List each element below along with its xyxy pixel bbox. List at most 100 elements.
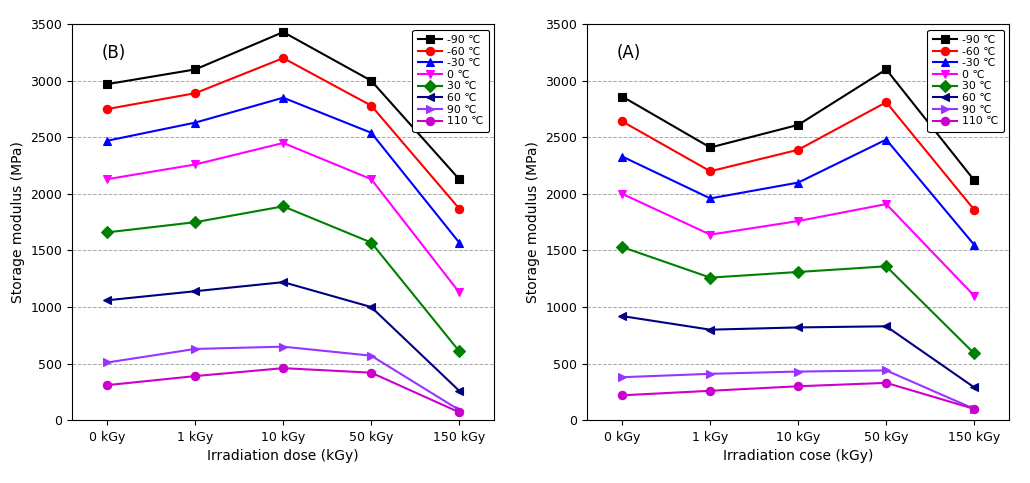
30 ℃	[792, 269, 804, 275]
60 ℃	[705, 327, 717, 333]
30 ℃	[968, 351, 981, 356]
0 ℃	[880, 201, 892, 207]
110 ℃	[705, 388, 717, 394]
60 ℃	[453, 388, 466, 394]
Line: 0 ℃: 0 ℃	[618, 190, 978, 300]
-90 ℃	[453, 176, 466, 182]
30 ℃	[453, 348, 466, 354]
30 ℃	[880, 263, 892, 269]
Text: (B): (B)	[102, 44, 126, 62]
-30 ℃	[792, 180, 804, 185]
X-axis label: Irradiation cose (kGy): Irradiation cose (kGy)	[723, 449, 873, 463]
90 ℃	[880, 368, 892, 373]
-60 ℃	[968, 207, 981, 213]
Line: -90 ℃: -90 ℃	[618, 65, 978, 185]
-60 ℃	[277, 55, 289, 61]
-30 ℃	[190, 120, 202, 126]
60 ℃	[190, 288, 202, 294]
-60 ℃	[101, 106, 113, 112]
60 ℃	[968, 384, 981, 390]
Y-axis label: Storage modulus (MPa): Storage modulus (MPa)	[526, 141, 540, 303]
90 ℃	[365, 353, 377, 358]
-90 ℃	[968, 177, 981, 183]
60 ℃	[616, 313, 628, 319]
90 ℃	[277, 344, 289, 350]
90 ℃	[792, 369, 804, 374]
0 ℃	[616, 191, 628, 197]
0 ℃	[792, 218, 804, 224]
Line: 0 ℃: 0 ℃	[103, 139, 464, 297]
110 ℃	[968, 406, 981, 412]
60 ℃	[792, 325, 804, 330]
90 ℃	[101, 360, 113, 366]
Line: 30 ℃: 30 ℃	[618, 243, 978, 357]
X-axis label: Irradiation dose (kGy): Irradiation dose (kGy)	[207, 449, 359, 463]
Line: 90 ℃: 90 ℃	[103, 342, 464, 414]
90 ℃	[190, 346, 202, 352]
90 ℃	[705, 371, 717, 377]
-90 ℃	[190, 67, 202, 72]
-90 ℃	[792, 122, 804, 128]
Legend: -90 ℃, -60 ℃, -30 ℃, 0 ℃, 30 ℃, 60 ℃, 90 ℃, 110 ℃: -90 ℃, -60 ℃, -30 ℃, 0 ℃, 30 ℃, 60 ℃, 90…	[927, 29, 1004, 132]
-60 ℃	[880, 99, 892, 105]
Line: -30 ℃: -30 ℃	[103, 94, 464, 247]
Line: 60 ℃: 60 ℃	[103, 278, 464, 395]
-60 ℃	[453, 206, 466, 212]
30 ℃	[190, 219, 202, 225]
0 ℃	[705, 232, 717, 238]
60 ℃	[277, 279, 289, 285]
0 ℃	[190, 162, 202, 168]
0 ℃	[968, 293, 981, 298]
Line: 90 ℃: 90 ℃	[618, 366, 978, 413]
-30 ℃	[277, 95, 289, 100]
-90 ℃	[705, 144, 717, 150]
-30 ℃	[101, 138, 113, 143]
-90 ℃	[365, 78, 377, 84]
110 ℃	[880, 380, 892, 386]
-90 ℃	[880, 67, 892, 72]
30 ℃	[365, 240, 377, 245]
-60 ℃	[365, 103, 377, 109]
-60 ℃	[792, 147, 804, 153]
-90 ℃	[277, 29, 289, 35]
Line: -30 ℃: -30 ℃	[618, 135, 978, 249]
-90 ℃	[101, 81, 113, 87]
90 ℃	[453, 407, 466, 413]
Line: -60 ℃: -60 ℃	[103, 54, 464, 213]
0 ℃	[101, 176, 113, 182]
110 ℃	[190, 373, 202, 379]
-30 ℃	[968, 242, 981, 248]
30 ℃	[616, 244, 628, 250]
-30 ℃	[365, 130, 377, 136]
0 ℃	[453, 289, 466, 295]
90 ℃	[968, 406, 981, 412]
Line: 30 ℃: 30 ℃	[103, 202, 464, 355]
110 ℃	[453, 410, 466, 415]
-60 ℃	[705, 169, 717, 174]
Line: 110 ℃: 110 ℃	[103, 364, 464, 416]
-30 ℃	[453, 240, 466, 245]
110 ℃	[792, 384, 804, 389]
110 ℃	[101, 382, 113, 388]
0 ℃	[365, 176, 377, 182]
-90 ℃	[616, 94, 628, 99]
30 ℃	[101, 229, 113, 235]
110 ℃	[365, 370, 377, 376]
90 ℃	[616, 374, 628, 380]
Line: -90 ℃: -90 ℃	[103, 28, 464, 184]
110 ℃	[616, 392, 628, 398]
Y-axis label: Storage modulus (MPa): Storage modulus (MPa)	[11, 141, 25, 303]
0 ℃	[277, 140, 289, 146]
-30 ℃	[705, 196, 717, 201]
-30 ℃	[616, 154, 628, 159]
30 ℃	[277, 203, 289, 209]
Line: 60 ℃: 60 ℃	[618, 312, 978, 392]
Line: 110 ℃: 110 ℃	[618, 379, 978, 413]
-30 ℃	[880, 137, 892, 142]
60 ℃	[365, 304, 377, 310]
30 ℃	[705, 275, 717, 281]
Text: (A): (A)	[617, 44, 641, 62]
-60 ℃	[190, 90, 202, 96]
Line: -60 ℃: -60 ℃	[618, 98, 978, 214]
60 ℃	[101, 298, 113, 303]
